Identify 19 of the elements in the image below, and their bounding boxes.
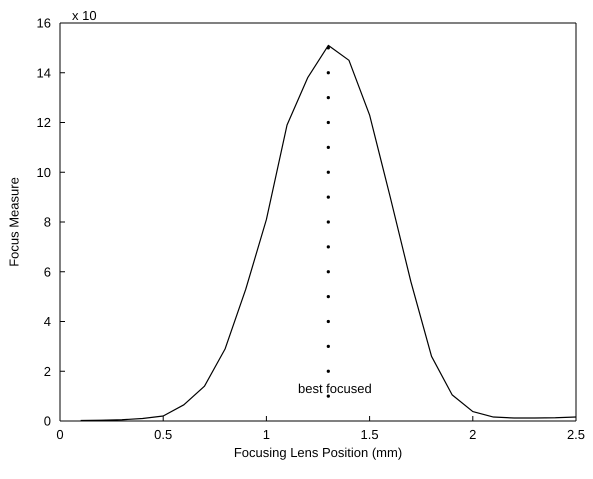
y-tick-label: 16: [36, 16, 51, 31]
y-tick-label: 2: [44, 364, 51, 379]
x-tick-label: 0.5: [154, 427, 172, 442]
y-axis-title: Focus Measure: [6, 177, 22, 267]
y-tick-label: 4: [44, 314, 51, 330]
y-tick-label: 12: [36, 115, 51, 130]
y-tick-label: 6: [44, 264, 51, 280]
annotation: best focused: [298, 381, 372, 396]
x-tick-label: 2.5: [566, 427, 586, 442]
y-tick-label: 0: [44, 414, 51, 429]
annotation: x 10: [72, 8, 97, 23]
y-tick-label: 8: [44, 214, 51, 230]
x-tick-label: 0: [56, 427, 64, 442]
y-tick-label: 10: [36, 164, 51, 180]
x-tick-label: 2: [469, 427, 476, 442]
x-tick-label: 1.5: [360, 427, 379, 442]
x-tick-label: 1: [262, 427, 270, 442]
x-axis-title: Focusing Lens Position (mm): [234, 445, 402, 460]
y-tick-label: 14: [36, 65, 51, 80]
